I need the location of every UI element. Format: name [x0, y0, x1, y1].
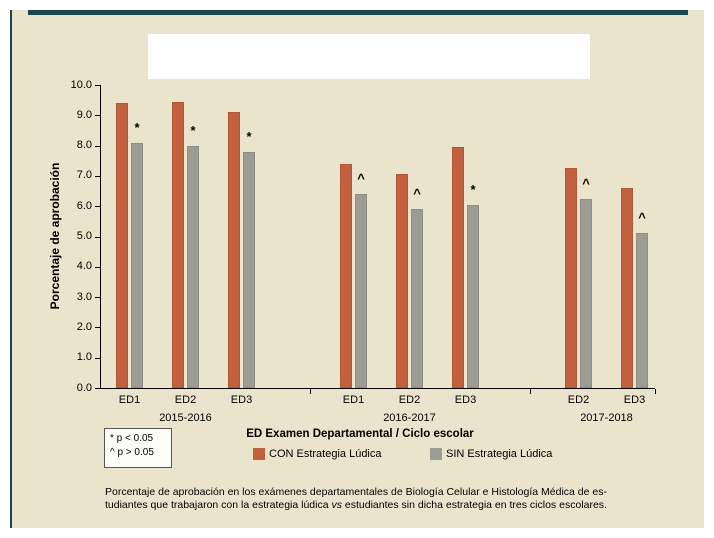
bar-sin	[411, 209, 423, 388]
x-tick-label: ED1	[342, 394, 365, 406]
y-tick-label: 10.0	[70, 78, 92, 91]
bar-con	[228, 112, 240, 388]
bar-con	[452, 147, 464, 388]
significance-marker: ^	[357, 171, 365, 187]
y-tick-label: 4.0	[76, 260, 92, 273]
x-tick-label: ED2	[398, 394, 421, 406]
x-tick-label: ED3	[623, 394, 646, 406]
significance-note: * p < 0.05 ^ p > 0.05	[104, 428, 172, 468]
bar-con	[565, 168, 577, 388]
bar-sin	[580, 198, 592, 388]
legend-label-sin: SIN Estrategia Lúdica	[446, 448, 553, 460]
x-tick-mark	[309, 389, 311, 394]
bar-sin	[467, 204, 479, 388]
y-tick-mark	[95, 297, 100, 299]
y-tick-mark	[95, 266, 100, 268]
cycle-label: 2017-2018	[580, 412, 633, 424]
significance-note-line1: * p < 0.05	[110, 433, 154, 444]
y-tick-label: 9.0	[76, 108, 92, 121]
y-tick-mark	[95, 145, 100, 147]
significance-note-line2: ^ p > 0.05	[110, 447, 154, 458]
cycle-label: 2016-2017	[383, 412, 436, 424]
y-tick-mark	[95, 85, 100, 86]
significance-marker: ^	[582, 175, 590, 191]
legend-label-con: CON Estrategia Lúdica	[269, 448, 382, 460]
y-tick-label: 7.0	[76, 169, 92, 182]
x-axis-line	[100, 388, 655, 389]
x-tick-label: ED2	[567, 394, 590, 406]
significance-marker: *	[246, 128, 252, 144]
y-tick-mark	[95, 327, 100, 329]
bar-con	[621, 188, 633, 388]
y-tick-mark	[95, 175, 100, 177]
y-axis-title: Porcentaje de aprobación	[48, 162, 62, 310]
legend-swatch-sin	[430, 448, 442, 460]
caption-line1: Porcentaje de aprobación en los exámenes…	[105, 486, 607, 498]
y-tick-label: 1.0	[76, 351, 92, 364]
x-tick-label: ED3	[454, 394, 477, 406]
bar-sin	[243, 151, 255, 388]
bar-sin	[636, 233, 648, 388]
bar-con	[396, 174, 408, 388]
y-tick-label: 8.0	[76, 139, 92, 152]
significance-marker: *	[134, 119, 140, 135]
x-tick-label: ED2	[174, 394, 197, 406]
y-tick-mark	[95, 236, 100, 238]
bar-con	[172, 101, 184, 388]
y-tick-label: 6.0	[76, 199, 92, 212]
significance-marker: *	[470, 181, 476, 197]
x-tick-mark	[529, 389, 531, 394]
bar-con	[116, 103, 128, 388]
y-tick-mark	[95, 357, 100, 359]
caption-line2: tudiantes que trabajaron con la estrateg…	[105, 499, 607, 511]
legend-swatch-con	[253, 448, 265, 460]
accent-bar-top	[28, 10, 688, 15]
y-tick-label: 0.0	[76, 381, 92, 394]
significance-marker: *	[190, 122, 196, 138]
x-tick-label: ED1	[118, 394, 141, 406]
x-tick-label: ED3	[230, 394, 253, 406]
cycle-label: 2015-2016	[159, 412, 212, 424]
x-axis-title: ED Examen Departamental / Ciclo escolar	[246, 428, 474, 440]
bar-sin	[187, 145, 199, 388]
y-tick-mark	[95, 115, 100, 117]
y-axis-line	[100, 85, 101, 389]
significance-marker: ^	[638, 210, 646, 226]
y-tick-mark	[95, 206, 100, 208]
y-tick-label: 5.0	[76, 230, 92, 242]
accent-bar-left	[10, 10, 12, 528]
bar-sin	[355, 194, 367, 388]
y-tick-label: 3.0	[76, 290, 92, 303]
y-tick-label: 2.0	[76, 320, 92, 333]
figure-caption: Porcentaje de aprobación en los exámenes…	[105, 486, 617, 512]
y-tick-mark	[95, 388, 100, 389]
bar-con	[340, 163, 352, 388]
title-cover	[148, 34, 590, 79]
bar-sin	[131, 142, 143, 388]
significance-marker: ^	[413, 186, 421, 202]
x-tick-mark	[655, 389, 656, 394]
